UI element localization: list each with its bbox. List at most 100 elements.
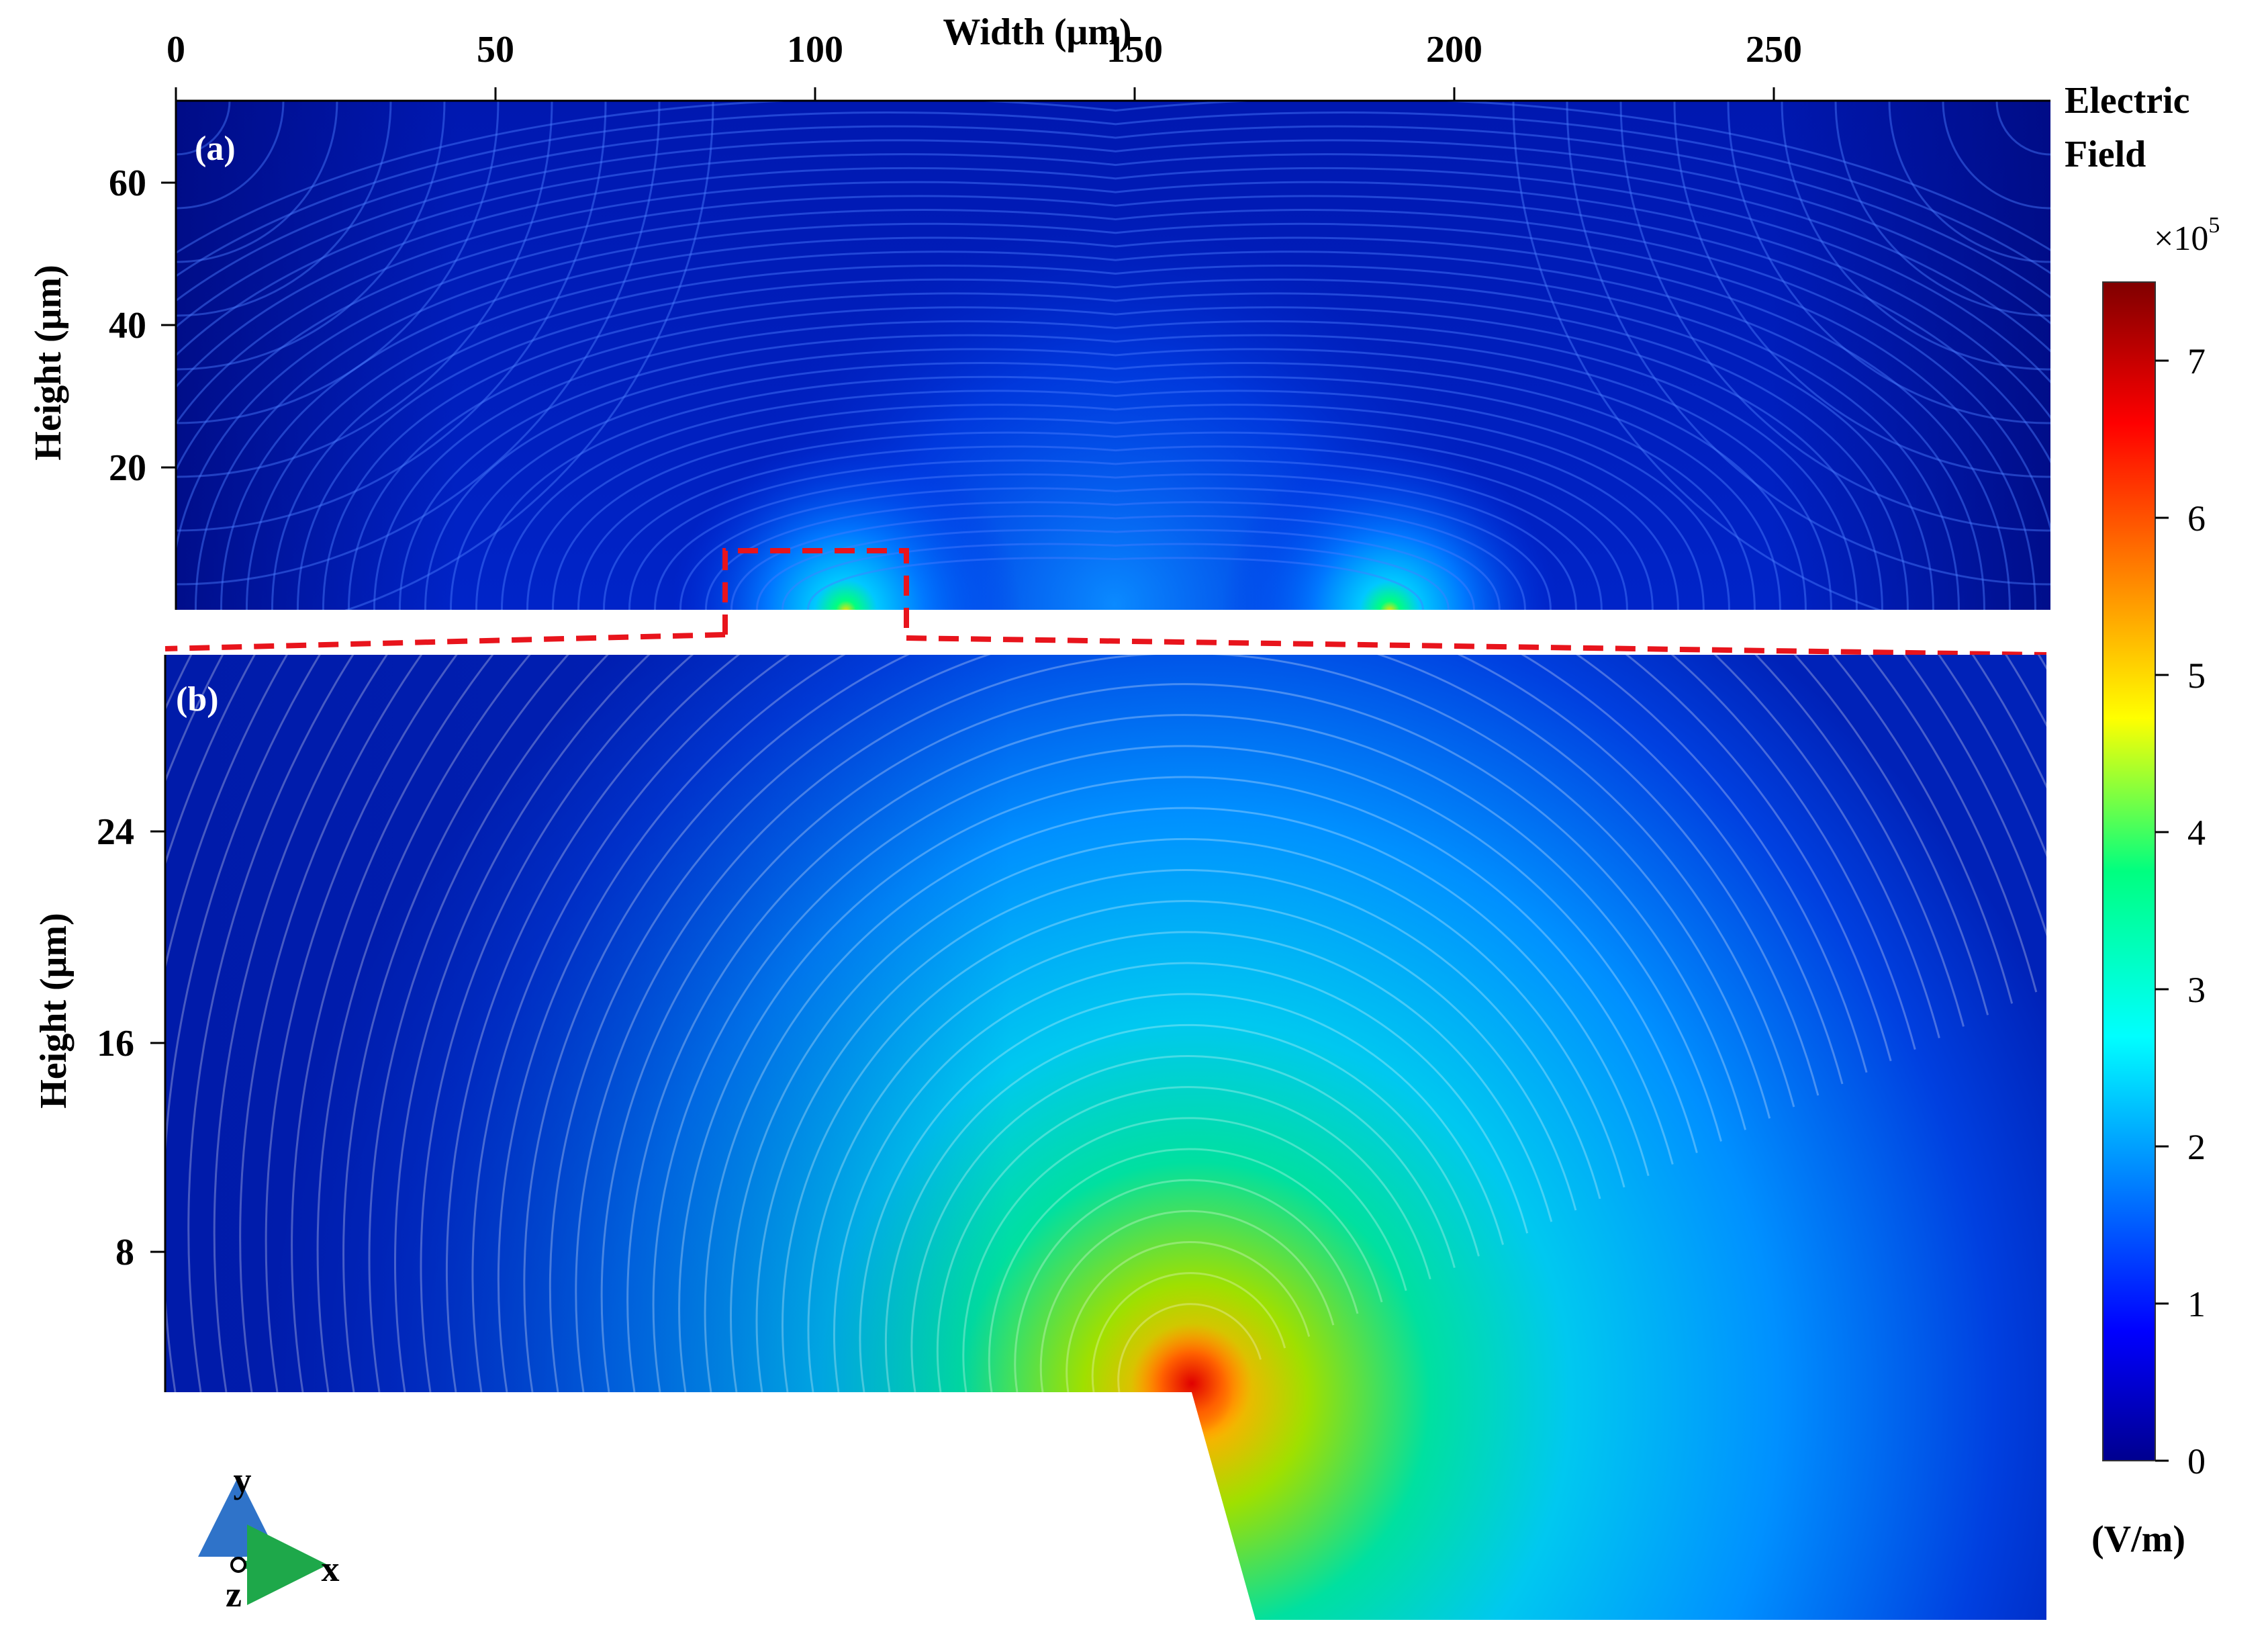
panel-b-field-line — [600, 683, 1747, 1393]
panel-b-field-line — [291, 655, 2038, 1393]
panel-b-axes: 8 16 24 Height (μm) — [33, 655, 167, 1392]
panel-a-field-line — [424, 348, 1807, 610]
colorbar-title-line2: Field — [2065, 134, 2146, 175]
panel-b-field-line — [165, 655, 2046, 1393]
panel-b-field-line — [187, 655, 2046, 1393]
panel-a-y-ticks: 20 40 60 — [109, 163, 176, 489]
panel-b-field-line — [910, 1055, 1456, 1393]
panel-a-field-line — [245, 251, 1985, 610]
panel-a-field-line — [194, 222, 2036, 610]
panel-a-corner-line — [176, 101, 553, 478]
panel-b-field-line — [471, 655, 1868, 1393]
panel-a-x-ticks: 0 50 100 150 200 250 — [167, 29, 1802, 101]
panel-a-field-line — [398, 334, 1832, 610]
colorbar-gradient — [2102, 281, 2156, 1461]
panel-a-field-line — [475, 375, 1756, 610]
panel-a-x-tick-label: 200 — [1426, 29, 1482, 71]
panel-a-x-tick-label: 100 — [787, 29, 843, 71]
panel-a-corner-line — [1727, 101, 2050, 424]
triad-y-label: y — [234, 1460, 252, 1500]
panel-a-corner-line — [176, 101, 500, 424]
panel-a-field-line — [449, 362, 1781, 610]
panel-a-field-line — [347, 306, 1883, 610]
panel-b-field-line — [782, 900, 1577, 1393]
colorbar-multiplier-base: ×10 — [2154, 220, 2208, 258]
panel-a-corner-line — [176, 101, 446, 371]
panel-b-field-line — [678, 776, 1674, 1393]
panel-b-field-line — [1091, 1272, 1286, 1393]
panel-b-field-line — [755, 869, 1601, 1393]
panel-b-field-line — [652, 745, 1698, 1393]
panel-a-field-line — [176, 195, 2050, 473]
panel-a-field-line — [373, 320, 1858, 610]
panel-b-field-line — [1066, 1241, 1311, 1393]
panel-a-y-tick-label: 40 — [109, 305, 146, 347]
panel-b-field-line — [165, 655, 2046, 1393]
panel-a-field-line — [602, 445, 1628, 610]
panel-b-field-line — [626, 714, 1722, 1393]
panel-a-field-line — [806, 557, 1424, 610]
panel-a-y-axis-label: Height (μm) — [28, 265, 69, 460]
panel-a-corner-line — [1673, 101, 2050, 478]
panel-a-field-line — [704, 501, 1526, 610]
panel-b-field-line — [936, 1086, 1431, 1393]
panel-b-field-line — [1117, 1303, 1262, 1393]
triad-origin — [230, 1557, 246, 1573]
panel-a: (a) — [176, 101, 2050, 610]
panel-b-field-line — [807, 931, 1553, 1393]
panel-b-field-line — [859, 993, 1505, 1393]
panel-a-field-line — [271, 264, 1960, 610]
panel-b-field-line — [368, 655, 1965, 1393]
panel-b-field-line — [704, 807, 1650, 1393]
panel-a-corner-line — [1834, 101, 2050, 317]
panel-a-corner-line — [1781, 101, 2050, 371]
panel-b-y-tick-label: 24 — [97, 811, 134, 853]
panel-a-field-line — [577, 431, 1654, 610]
panel-a-field-lines — [176, 101, 2050, 610]
panel-a-field-line — [220, 236, 2011, 610]
panel-b-y-tick-label: 8 — [115, 1232, 134, 1273]
colorbar-tick-label: 6 — [2187, 498, 2206, 539]
top-axis-label: Width (μm) — [943, 11, 1131, 53]
panel-a-field-line — [755, 529, 1475, 610]
panel-a-field-line — [176, 209, 2050, 555]
panel-a-field-line — [176, 167, 2050, 389]
panel-b-field-line — [962, 1117, 1407, 1393]
panel-a-field-line — [176, 111, 2050, 278]
panel-a-corner-line — [1619, 101, 2050, 532]
colorbar-tick-label: 1 — [2187, 1284, 2206, 1324]
panel-a-y-tick-label: 20 — [109, 447, 146, 489]
panel-a-y-tick-label: 60 — [109, 163, 146, 204]
panel-a-corner-line — [176, 101, 285, 210]
panel-a-corner-line — [176, 101, 607, 532]
panel-a-corner-line — [1566, 101, 2050, 586]
panel-a-corner-line — [176, 101, 231, 156]
panel-b-field-line — [165, 655, 2046, 1393]
colorbar-tick-label: 2 — [2187, 1127, 2206, 1167]
panel-a-field-line — [526, 404, 1705, 610]
panel-b-field-line — [884, 1023, 1480, 1393]
panel-a-field-line — [551, 417, 1679, 610]
colorbar-tick-label: 5 — [2187, 655, 2206, 696]
panel-a-field-line — [176, 125, 2050, 302]
panel-b-label: (b) — [176, 680, 219, 719]
panel-a-field-line — [653, 473, 1577, 610]
panel-b-field-line — [833, 962, 1529, 1393]
panel-b-field-line — [497, 655, 1844, 1393]
panel-a-x-tick-label: 150 — [1106, 29, 1163, 71]
colorbar-tick-label: 3 — [2187, 970, 2206, 1010]
triad-x-label: x — [322, 1549, 340, 1589]
colorbar-multiplier-exponent: 5 — [2208, 213, 2220, 238]
panel-b-field-line — [446, 655, 1892, 1393]
panel-b-field-line — [265, 655, 2046, 1393]
triad-z-label: z — [226, 1574, 242, 1614]
panel-a-corner-line — [344, 101, 714, 610]
panel-b-field-line — [575, 655, 1771, 1393]
panel-a-corner-line — [176, 101, 338, 263]
panel-a-field-line — [176, 153, 2050, 357]
panel-b-field-line — [213, 655, 2046, 1393]
colorbar-ticks: 0 1 2 3 4 5 6 7 — [2155, 341, 2206, 1482]
panel-a-field-line — [176, 101, 2050, 255]
